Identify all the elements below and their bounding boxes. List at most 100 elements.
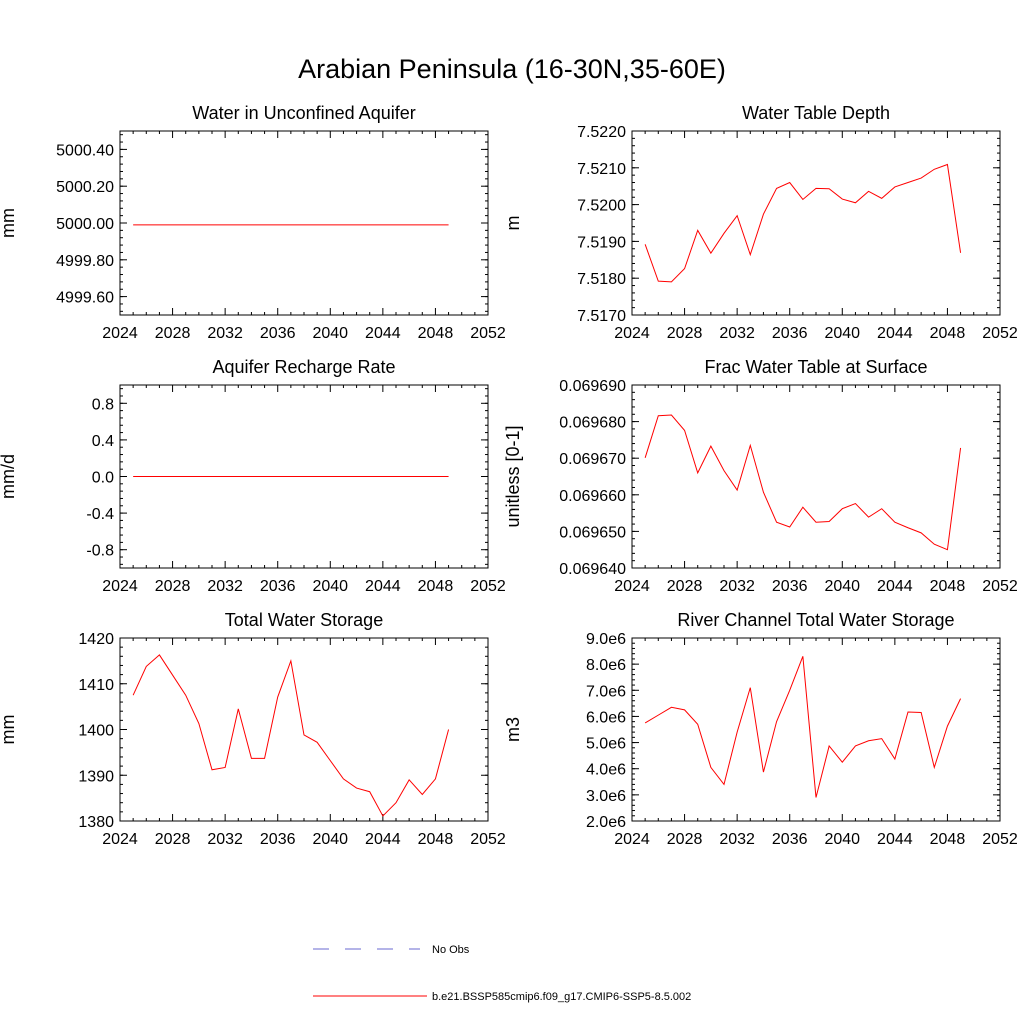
series-line	[132, 654, 450, 817]
y-tick-label: 1400	[78, 723, 114, 740]
legend: No Obs b.e21.BSSP585cmip6.f09_g17.CMIP6-…	[313, 944, 691, 1003]
y-tick-label: 0.069670	[559, 451, 626, 468]
x-tick-label: 2024	[102, 325, 138, 342]
x-tick-label: 2052	[982, 578, 1018, 595]
y-tick-label: 2.0e6	[586, 814, 626, 831]
x-tick-label: 2024	[102, 578, 138, 595]
y-tick-label: 5000.20	[56, 179, 114, 196]
x-tick-label: 2024	[614, 578, 650, 595]
x-tick-label: 2024	[102, 831, 138, 848]
x-tick-label: 2048	[418, 831, 454, 848]
x-tick-label: 2052	[982, 325, 1018, 342]
y-axis-label: mm/d	[0, 454, 18, 499]
plot-frame	[631, 384, 1001, 569]
x-tick-label: 2044	[877, 831, 913, 848]
y-tick-label: 7.5200	[577, 198, 626, 215]
plot-frame	[631, 130, 1001, 316]
panel-title: Water Table Depth	[742, 103, 890, 123]
y-tick-label: 0.069680	[559, 415, 626, 432]
y-tick-label: 0.4	[92, 433, 114, 450]
legend-entry-no-obs: No Obs	[313, 944, 470, 956]
panel-title: Aquifer Recharge Rate	[212, 357, 395, 377]
x-tick-label: 2044	[877, 325, 913, 342]
x-tick-label: 2032	[719, 325, 755, 342]
panel-title: Water in Unconfined Aquifer	[192, 103, 415, 123]
panel-river-channel-total-water-storage: River Channel Total Water Storage 2024 202…	[503, 610, 1018, 848]
y-axis-label: m3	[503, 717, 523, 742]
y-tick-label: 9.0e6	[586, 631, 626, 648]
x-tick-label: 2044	[365, 578, 401, 595]
x-tick-label: 2028	[667, 578, 703, 595]
chart-panels: Water in Unconfined Aquifer 2024 2028 2032 2…	[0, 103, 1018, 848]
x-tick-label: 2044	[877, 578, 913, 595]
y-tick-label: 7.5220	[577, 124, 626, 141]
plot-frame	[119, 130, 489, 316]
x-tick-label: 2040	[824, 831, 860, 848]
y-tick-label: 7.5190	[577, 234, 626, 251]
x-tick-label: 2032	[207, 831, 243, 848]
x-tick-label: 2032	[207, 578, 243, 595]
y-tick-label: -0.8	[86, 543, 114, 560]
y-tick-label: 8.0e6	[586, 657, 626, 674]
y-tick-label: 0.069690	[559, 378, 626, 395]
x-tick-label: 2040	[824, 578, 860, 595]
x-tick-label: 2044	[365, 831, 401, 848]
x-tick-label: 2036	[772, 325, 808, 342]
x-tick-label: 2028	[155, 831, 191, 848]
panel-total-water-storage: Total Water Storage 2024 2028 2032 2036 2040 2…	[0, 610, 506, 848]
x-tick-label: 2032	[719, 578, 755, 595]
y-tick-label: 7.5210	[577, 161, 626, 178]
page-title: Arabian Peninsula (16-30N,35-60E)	[298, 54, 726, 84]
y-tick-label: 3.0e6	[586, 788, 626, 805]
series-line	[644, 656, 962, 798]
x-tick-label: 2036	[260, 831, 296, 848]
legend-entry-model-run: b.e21.BSSP585cmip6.f09_g17.CMIP6-SSP5-8.…	[313, 991, 691, 1003]
y-tick-label: 7.5180	[577, 271, 626, 288]
panel-title: River Channel Total Water Storage	[677, 610, 954, 630]
x-tick-label: 2048	[418, 578, 454, 595]
x-tick-label: 2040	[312, 325, 348, 342]
y-tick-label: 5000.40	[56, 142, 114, 159]
y-tick-label: 4999.80	[56, 253, 114, 270]
x-tick-label: 2036	[260, 578, 296, 595]
y-tick-label: 0.069640	[559, 561, 626, 578]
y-tick-label: 7.5170	[577, 308, 626, 325]
panel-water-in-unconfined-aquifer: Water in Unconfined Aquifer 2024 2028 2032 2…	[0, 103, 506, 342]
x-tick-label: 2028	[667, 325, 703, 342]
panel-aquifer-recharge-rate: Aquifer Recharge Rate 2024 2028 2032 2036 204…	[0, 357, 506, 595]
x-tick-label: 2028	[667, 831, 703, 848]
series-line	[644, 163, 962, 283]
series-line	[644, 414, 962, 551]
y-tick-label: -0.4	[86, 506, 114, 523]
y-tick-label: 5000.00	[56, 216, 114, 233]
x-tick-label: 2052	[470, 831, 506, 848]
x-tick-label: 2048	[930, 578, 966, 595]
y-tick-label: 4999.60	[56, 290, 114, 307]
x-tick-label: 2028	[155, 578, 191, 595]
y-tick-label: 7.0e6	[586, 683, 626, 700]
x-tick-label: 2044	[365, 325, 401, 342]
y-axis-label: m	[503, 216, 523, 231]
y-tick-label: 0.069660	[559, 488, 626, 505]
x-tick-label: 2040	[312, 578, 348, 595]
x-tick-label: 2052	[470, 578, 506, 595]
y-tick-label: 4.0e6	[586, 762, 626, 779]
y-tick-label: 5.0e6	[586, 736, 626, 753]
y-tick-label: 1410	[78, 677, 114, 694]
y-tick-label: 1390	[78, 768, 114, 785]
x-tick-label: 2028	[155, 325, 191, 342]
x-tick-label: 2040	[312, 831, 348, 848]
plot-frame	[119, 637, 489, 822]
x-tick-label: 2024	[614, 325, 650, 342]
y-tick-label: 6.0e6	[586, 709, 626, 726]
panel-title: Total Water Storage	[225, 610, 383, 630]
y-tick-label: 1380	[78, 814, 114, 831]
x-tick-label: 2032	[207, 325, 243, 342]
legend-label-no-obs: No Obs	[432, 944, 470, 956]
y-axis-label: mm	[0, 715, 18, 745]
panel-title: Frac Water Table at Surface	[704, 357, 927, 377]
legend-label-model-run: b.e21.BSSP585cmip6.f09_g17.CMIP6-SSP5-8.…	[432, 991, 691, 1003]
y-tick-label: 1420	[78, 631, 114, 648]
panel-frac-water-table-at-surface: Frac Water Table at Surface 2024 2028 2032 2…	[503, 357, 1018, 595]
